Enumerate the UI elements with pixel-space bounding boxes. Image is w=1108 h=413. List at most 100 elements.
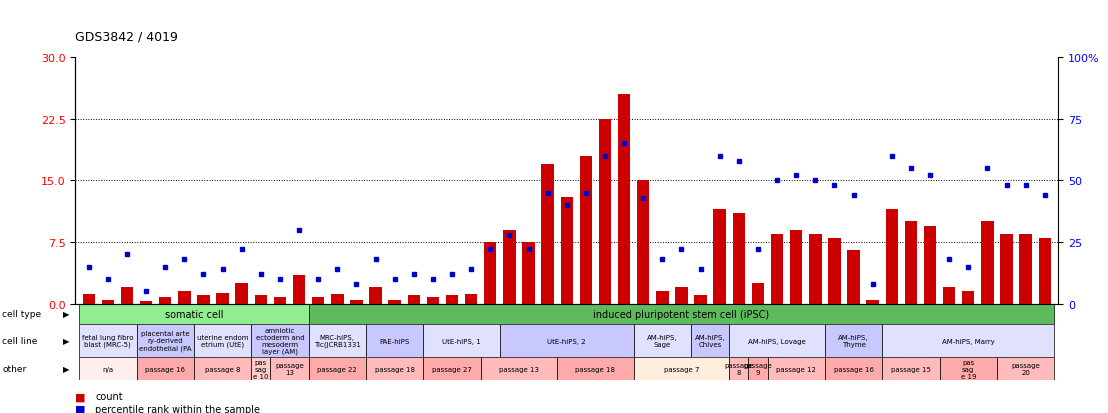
Bar [1038,238,1051,304]
Text: passage 22: passage 22 [317,366,357,372]
Bar [768,358,824,380]
Bar [423,324,500,358]
Bar [828,238,841,304]
Bar [408,296,420,304]
Bar [255,296,267,304]
Bar [542,164,554,304]
Text: AM-hiPS, Lovage: AM-hiPS, Lovage [748,338,806,344]
Bar [940,358,997,380]
Bar [866,300,879,304]
Bar [579,156,592,304]
Bar [1019,234,1032,304]
Bar [691,324,729,358]
Text: AM-hiPS, Marry: AM-hiPS, Marry [942,338,995,344]
Bar [312,297,325,304]
Text: passage 12: passage 12 [777,366,817,372]
Bar [1001,234,1013,304]
Bar [729,324,824,358]
Text: passage 8: passage 8 [205,366,240,372]
Bar [158,297,172,304]
Text: passage 18: passage 18 [575,366,615,372]
Bar [522,242,535,304]
Bar [771,234,783,304]
Text: pas
sag
e 10: pas sag e 10 [253,359,268,379]
Bar [503,230,515,304]
Text: somatic cell: somatic cell [165,309,223,319]
Text: ▶: ▶ [63,309,70,318]
Bar [309,304,1055,324]
Bar [445,296,459,304]
Bar [366,324,423,358]
Bar [824,358,882,380]
Bar [369,287,382,304]
Text: MRC-hiPS,
Tic(JCRB1331: MRC-hiPS, Tic(JCRB1331 [314,334,361,348]
Text: other: other [2,364,27,373]
Text: passage
8: passage 8 [725,362,753,375]
Bar [136,358,194,380]
Bar [102,300,114,304]
Text: GDS3842 / 4019: GDS3842 / 4019 [75,31,178,43]
Bar [656,292,668,304]
Bar [500,324,634,358]
Bar [216,293,228,304]
Text: ■: ■ [75,404,85,413]
Text: passage 13: passage 13 [499,366,538,372]
Bar [121,287,133,304]
Text: cell line: cell line [2,336,38,345]
Bar [140,301,152,304]
Bar [197,296,209,304]
Bar [748,358,768,380]
Bar [252,324,309,358]
Bar [634,358,729,380]
Text: percentile rank within the sample: percentile rank within the sample [95,404,260,413]
Bar [178,292,191,304]
Bar [236,283,248,304]
Bar [465,294,478,304]
Bar [618,95,630,304]
Bar [714,209,726,304]
Bar [136,324,194,358]
Text: amniotic
ectoderm and
mesoderm
layer (AM): amniotic ectoderm and mesoderm layer (AM… [256,327,305,354]
Bar [350,300,362,304]
Bar [790,230,802,304]
Text: AM-hiPS,
Sage: AM-hiPS, Sage [647,335,678,347]
Text: n/a: n/a [102,366,113,372]
Text: fetal lung fibro
blast (MRC-5): fetal lung fibro blast (MRC-5) [82,334,134,348]
Text: induced pluripotent stem cell (iPSC): induced pluripotent stem cell (iPSC) [594,309,770,319]
Bar [484,242,496,304]
Bar [252,358,270,380]
Bar [924,226,936,304]
Bar [481,358,557,380]
Bar [962,292,975,304]
Text: ▶: ▶ [63,336,70,345]
Text: passage
13: passage 13 [275,362,304,375]
Bar [809,234,821,304]
Text: UtE-hiPS, 1: UtE-hiPS, 1 [442,338,481,344]
Bar [309,324,366,358]
Bar [943,287,955,304]
Bar [194,358,252,380]
Text: pas
sag
e 19: pas sag e 19 [961,359,976,379]
Text: cell type: cell type [2,309,41,318]
Text: ▶: ▶ [63,364,70,373]
Text: count: count [95,392,123,401]
Bar [982,222,994,304]
Bar [274,297,286,304]
Bar [557,358,634,380]
Bar [79,324,136,358]
Text: UtE-hiPS, 2: UtE-hiPS, 2 [547,338,586,344]
Bar [729,358,748,380]
Text: placental arte
ry-derived
endothelial (PA: placental arte ry-derived endothelial (P… [138,330,192,351]
Bar [637,181,649,304]
Bar [194,324,252,358]
Bar [882,324,1055,358]
Bar [79,358,136,380]
Bar [634,324,691,358]
Bar [882,358,940,380]
Text: AM-hiPS,
Thyme: AM-hiPS, Thyme [839,335,869,347]
Bar [270,358,309,380]
Bar [885,209,897,304]
Bar [423,358,481,380]
Text: uterine endom
etrium (UtE): uterine endom etrium (UtE) [197,334,248,348]
Bar [751,283,765,304]
